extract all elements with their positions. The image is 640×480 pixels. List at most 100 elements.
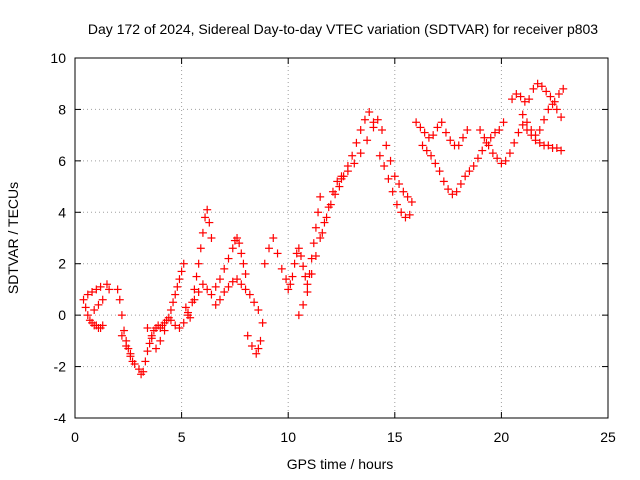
data-point: [316, 234, 325, 242]
data-point: [179, 318, 188, 327]
data-point: [476, 126, 485, 134]
data-point: [456, 180, 465, 188]
data-point: [105, 285, 114, 294]
data-point: [113, 285, 122, 294]
data-point: [175, 275, 184, 284]
data-point: [288, 272, 297, 281]
data-point: [546, 92, 555, 101]
x-axis-title: GPS time / hours: [287, 456, 394, 472]
data-point: [102, 280, 111, 289]
data-point: [282, 275, 291, 284]
data-point: [115, 295, 124, 304]
data-point: [461, 172, 470, 181]
data-point: [254, 344, 263, 353]
data-point: [241, 270, 250, 278]
x-tick-label: 20: [494, 429, 510, 445]
data-point: [448, 190, 457, 199]
data-point: [171, 321, 180, 330]
data-point: [79, 295, 88, 304]
y-tick-label: 6: [58, 153, 66, 169]
data-point: [94, 300, 103, 309]
data-point: [256, 336, 265, 345]
data-point: [299, 262, 308, 271]
data-point: [544, 105, 553, 114]
data-point: [557, 146, 566, 155]
data-point: [309, 239, 318, 248]
data-point: [420, 128, 429, 137]
data-point: [343, 167, 352, 176]
data-point: [537, 82, 546, 91]
data-point: [452, 187, 461, 196]
data-point: [388, 187, 397, 196]
data-point: [220, 264, 229, 273]
data-point: [173, 282, 182, 291]
data-point: [207, 290, 216, 299]
data-point: [373, 115, 382, 124]
data-point: [260, 259, 269, 268]
data-point: [316, 192, 325, 201]
data-point: [337, 174, 346, 183]
data-point: [203, 285, 212, 294]
data-point: [527, 126, 536, 134]
data-point: [431, 159, 440, 168]
data-point: [145, 339, 154, 348]
data-point: [363, 136, 372, 145]
data-point: [183, 311, 192, 320]
data-point: [228, 244, 237, 253]
data-point: [196, 244, 205, 253]
grid-lines: [75, 58, 608, 418]
data-point: [491, 128, 500, 137]
data-point: [444, 185, 453, 194]
data-point: [384, 174, 393, 183]
data-point: [542, 87, 551, 96]
data-point: [117, 331, 126, 340]
data-point: [211, 282, 220, 291]
x-tick-label: 10: [280, 429, 296, 445]
y-tick-label: 2: [58, 256, 66, 272]
data-point: [143, 324, 152, 332]
y-tick-label: 8: [58, 101, 66, 117]
data-point: [258, 318, 267, 327]
y-tick-label: 0: [58, 307, 66, 323]
data-point: [201, 213, 210, 222]
data-point: [514, 128, 523, 137]
data-point: [294, 311, 303, 320]
data-point: [552, 144, 561, 152]
data-point: [290, 259, 299, 268]
data-point: [198, 228, 207, 237]
data-point: [454, 141, 463, 150]
data-point: [441, 128, 450, 137]
data-point: [495, 126, 504, 134]
data-point: [360, 115, 369, 124]
data-point: [529, 84, 538, 93]
data-point: [365, 108, 374, 116]
y-tick-label: -4: [54, 410, 67, 426]
data-point: [120, 326, 129, 335]
data-point: [497, 159, 506, 168]
data-point: [386, 156, 395, 165]
data-point: [171, 290, 180, 299]
data-point: [307, 254, 316, 263]
data-point: [399, 187, 408, 196]
data-point: [418, 141, 427, 150]
data-point: [510, 138, 519, 147]
data-point: [397, 208, 406, 217]
data-point: [435, 167, 444, 176]
data-point: [533, 79, 542, 88]
data-point: [493, 154, 502, 163]
y-tick-label: 10: [50, 50, 66, 66]
data-point: [92, 285, 101, 294]
data-point: [190, 295, 199, 304]
data-point: [318, 228, 327, 237]
data-point: [480, 133, 489, 142]
data-point: [192, 272, 201, 281]
data-point: [401, 213, 410, 222]
data-point: [237, 249, 246, 258]
data-point: [518, 110, 527, 119]
data-point: [134, 365, 143, 374]
data-point: [446, 136, 455, 145]
y-tick-labels: -4 -2 0 2 4 6 8 10: [50, 50, 66, 426]
data-point: [169, 298, 178, 307]
y-tick-label: 4: [58, 204, 66, 220]
data-point: [314, 208, 323, 217]
